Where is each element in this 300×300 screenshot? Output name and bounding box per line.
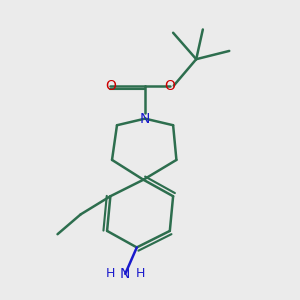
Text: H: H (106, 267, 115, 280)
Text: O: O (105, 79, 116, 93)
Text: O: O (164, 79, 175, 93)
Text: N: N (120, 267, 130, 281)
Text: H: H (135, 267, 145, 280)
Text: N: N (140, 112, 150, 126)
